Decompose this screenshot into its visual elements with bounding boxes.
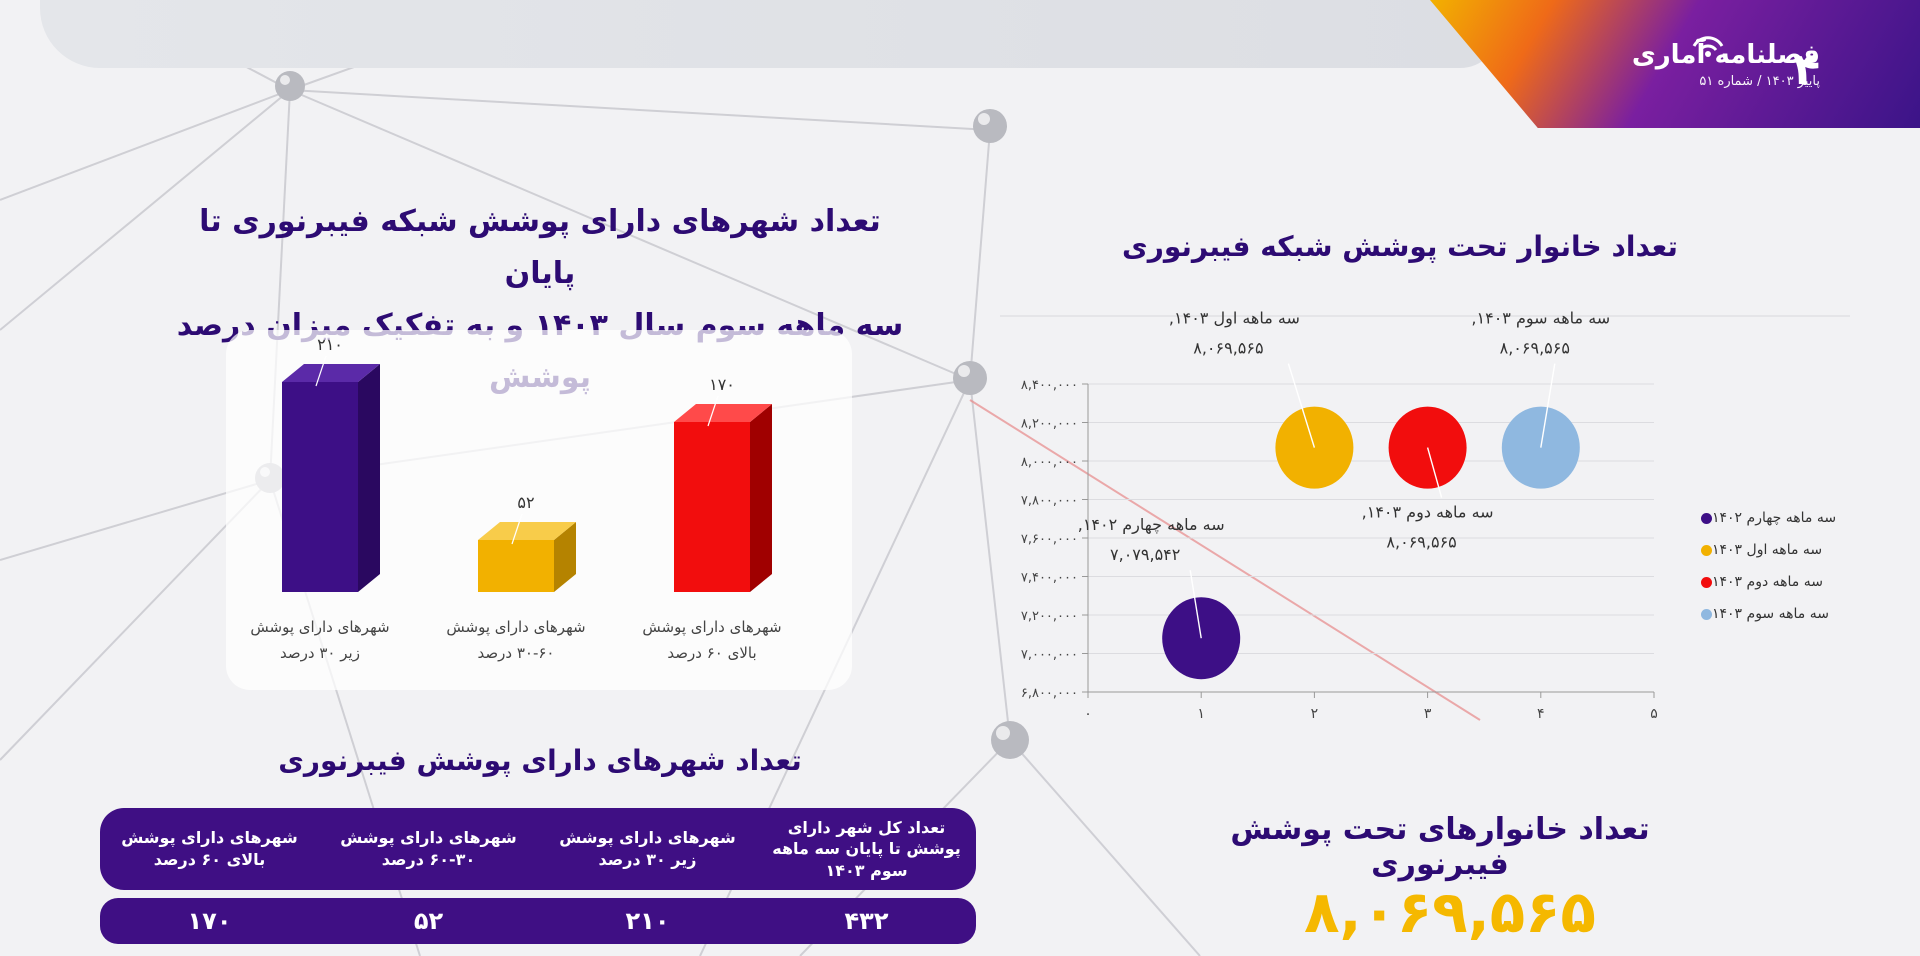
legend-label: سه ماهه چهارم ۱۴۰۲ (1712, 510, 1837, 526)
bar-leader-line (707, 395, 719, 427)
bar-value-label: ۱۷۰ (709, 375, 735, 394)
legend-swatch (1701, 608, 1712, 620)
y-tick-label: ۸,۰۰۰,۰۰۰ (1021, 455, 1078, 470)
y-tick-label: ۷,۸۰۰,۰۰۰ (1021, 494, 1078, 509)
legend-item: سه ماهه دوم ۱۴۰۳ (1693, 566, 1836, 598)
legend-swatch (1701, 576, 1712, 588)
bar-side (358, 364, 380, 592)
bubble-leader-line (1426, 447, 1443, 498)
bar-front (478, 540, 554, 592)
bubble-point (1275, 406, 1354, 489)
y-tick-label: ۷,۴۰۰,۰۰۰ (1021, 571, 1078, 586)
bubble-chart: ۶,۸۰۰,۰۰۰ ۷,۰۰۰,۰۰۰ ۷,۲۰۰,۰۰۰ ۷,۴۰۰,۰۰۰ ۷,۶۰… (1000, 310, 1850, 722)
bar-category-label: شهرهای دارای پوشش (250, 618, 389, 637)
bar-value-label: ۲۱۰ (317, 335, 343, 354)
bar-chart-title-line1: تعداد شهرهای دارای پوشش شبکه فیبرنوری تا… (199, 204, 881, 291)
header-brand-block: فصلنامه آماری پاییز ۱۴۰۳ / شماره ۵۱ (1520, 40, 1820, 89)
table-cell-30-60: ۵۲ (413, 906, 444, 935)
x-tick-label: ۵ (1650, 706, 1658, 722)
bar-front (674, 422, 750, 592)
table-header-row: تعداد کل شهر دارای پوشش تا پایان سه ماهه… (100, 808, 976, 890)
y-tick-label: ۸,۴۰۰,۰۰۰ (1021, 378, 1078, 393)
bar-1: ۵۲ شهرهای دارای پوشش ۳۰-۶۰ درصد (446, 493, 585, 662)
table-header-30-60: شهرهای دارای پوشش ۳۰-۶۰ درصد (340, 828, 517, 869)
y-tick-label: ۷,۲۰۰,۰۰۰ (1021, 609, 1078, 624)
coverage-table: تعداد کل شهر دارای پوشش تا پایان سه ماهه… (100, 808, 976, 944)
x-tick-label: ۲ (1311, 706, 1319, 722)
table-title: تعداد شهرهای دارای پوشش فیبرنوری (278, 744, 802, 777)
bubble-point (1388, 406, 1467, 489)
bubble-legend: سه ماهه چهارم ۱۴۰۲ سه ماهه اول ۱۴۰۳ سه ماه… (1693, 502, 1836, 630)
signal-icon (1692, 36, 1724, 57)
households-value: ۸,۰۶۹,۵۶۵ (1304, 878, 1596, 946)
legend-item: سه ماهه چهارم ۱۴۰۲ (1693, 502, 1836, 534)
bar-side (554, 522, 576, 592)
legend-item: سه ماهه سوم ۱۴۰۳ (1693, 598, 1836, 630)
bar-2: ۱۷۰ شهرهای دارای پوشش بالای ۶۰ درصد (642, 375, 781, 662)
bubble-data-label: ۸,۰۶۹,۵۶۵ (1193, 339, 1263, 358)
bubble-leader-line (1189, 570, 1202, 639)
legend-item: سه ماهه اول ۱۴۰۳ (1693, 534, 1836, 566)
bar-category-label: ۳۰-۶۰ درصد (478, 644, 555, 662)
x-tick-label: ۳ (1424, 706, 1432, 722)
legend-label: سه ماهه سوم ۱۴۰۳ (1712, 606, 1829, 622)
bubble-data-label: سه ماهه اول ۱۴۰۳, (1169, 310, 1300, 329)
bubble-data-label: سه ماهه دوم ۱۴۰۳, (1362, 503, 1494, 523)
bubble-data-label: سه ماهه چهارم ۱۴۰۲, (1078, 515, 1225, 535)
page-number: ۴ (1793, 44, 1820, 95)
table-header-under-30: شهرهای دارای پوشش زیر ۳۰ درصد (559, 828, 736, 869)
bubble-data-label: ۷,۰۷۹,۵۴۲ (1110, 545, 1180, 564)
table-row: ۴۳۲ ۲۱۰ ۵۲ ۱۷۰ (100, 898, 976, 944)
bubble-data-label: ۸,۰۶۹,۵۶۵ (1500, 339, 1570, 358)
households-title: تعداد خانوارهای تحت پوشش فیبرنوری (1230, 812, 1650, 882)
bubble-leader-line (1540, 363, 1556, 448)
issue-info: پاییز ۱۴۰۳ / شماره ۵۱ (1699, 74, 1820, 89)
legend-label: سه ماهه اول ۱۴۰۳ (1712, 542, 1823, 558)
bar-side (750, 404, 772, 592)
table-header-over-60: شهرهای دارای پوشش بالای ۶۰ درصد (121, 828, 298, 869)
table-cell-total: ۴۳۲ (844, 906, 889, 935)
y-tick-label: ۷,۶۰۰,۰۰۰ (1021, 532, 1078, 547)
legend-label: سه ماهه دوم ۱۴۰۳ (1712, 574, 1823, 590)
bubble-leader-line (1287, 363, 1316, 448)
bar-category-label: شهرهای دارای پوشش (446, 618, 585, 637)
bubble-data-label: ۸,۰۶۹,۵۶۵ (1386, 533, 1456, 552)
brand-name: فصلنامه آماری (1631, 40, 1820, 70)
top-strip (40, 0, 1500, 68)
bar-top (282, 364, 380, 382)
bar-value-label: ۵۲ (517, 493, 534, 512)
bar-top (478, 522, 576, 540)
bar-front (282, 382, 358, 592)
bar-chart: ۲۱۰ شهرهای دارای پوشش زیر ۳۰ درصد ۵۲ شهرهای … (250, 335, 781, 662)
table-header-total: تعداد کل شهر دارای پوشش تا پایان سه ماهه… (772, 817, 961, 880)
bar-category-label: شهرهای دارای پوشش (642, 618, 781, 637)
x-tick-label: ۰ (1084, 706, 1092, 722)
x-tick-label: ۱ (1197, 706, 1205, 722)
x-tick-label: ۴ (1537, 706, 1545, 722)
bubble-data-label: سه ماهه سوم ۱۴۰۳, (1471, 310, 1610, 329)
bubble-chart-title: تعداد خانوار تحت پوشش شبکه فیبرنوری (1122, 230, 1678, 263)
bar-top (674, 404, 772, 422)
bar-leader-line (315, 355, 327, 387)
bar-category-label: بالای ۶۰ درصد (667, 644, 756, 662)
legend-swatch (1701, 512, 1712, 524)
bar-category-label: زیر ۳۰ درصد (280, 644, 360, 662)
y-tick-label: ۸,۲۰۰,۰۰۰ (1021, 417, 1078, 432)
y-tick-label: ۷,۰۰۰,۰۰۰ (1021, 648, 1078, 663)
bar-leader-line (511, 513, 523, 545)
table-cell-under-30: ۲۱۰ (625, 906, 670, 935)
legend-swatch (1701, 544, 1712, 556)
bar-0: ۲۱۰ شهرهای دارای پوشش زیر ۳۰ درصد (250, 335, 389, 662)
y-tick-label: ۶,۸۰۰,۰۰۰ (1021, 686, 1078, 701)
table-cell-over-60: ۱۷۰ (187, 906, 232, 935)
